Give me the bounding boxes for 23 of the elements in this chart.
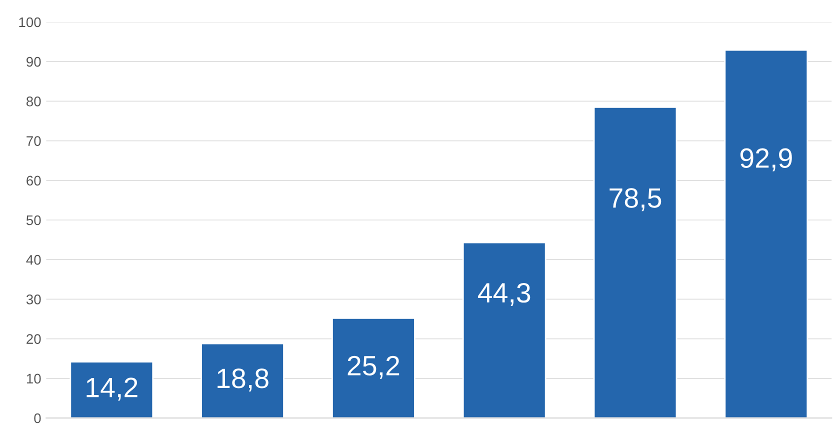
y-tick-label: 70 [26, 136, 41, 146]
data-label: 92,9 [740, 148, 792, 172]
bar [200, 342, 284, 418]
y-tick-label: 10 [26, 374, 41, 384]
data-label: 44,3 [478, 282, 530, 306]
data-label: 25,2 [348, 356, 400, 379]
data-label: 14,2 [86, 378, 138, 401]
bar [332, 318, 416, 418]
bar [70, 361, 154, 418]
y-tick-label: 100 [19, 17, 41, 28]
bar [462, 242, 546, 418]
bar [593, 106, 678, 418]
y-tick-label: 90 [26, 56, 41, 67]
y-tick-label: 50 [26, 215, 41, 226]
y-tick-label: 40 [26, 254, 41, 265]
y-tick-label: 60 [26, 176, 41, 186]
bar [724, 49, 808, 418]
data-label: 78,5 [610, 188, 662, 212]
y-tick-label: 0 [34, 413, 41, 424]
y-tick-label: 30 [26, 294, 41, 304]
y-tick-label: 80 [26, 96, 41, 106]
data-label: 18,8 [218, 368, 268, 392]
y-tick-label: 20 [26, 334, 41, 344]
